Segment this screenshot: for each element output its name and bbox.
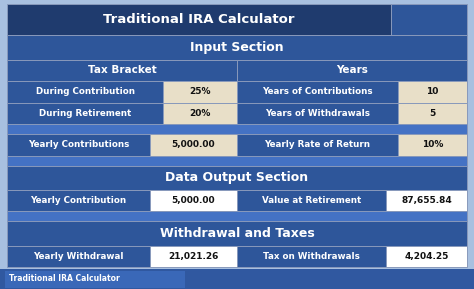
- FancyBboxPatch shape: [5, 271, 185, 288]
- FancyBboxPatch shape: [7, 35, 467, 60]
- Text: 20%: 20%: [190, 109, 211, 118]
- FancyBboxPatch shape: [7, 134, 150, 155]
- FancyBboxPatch shape: [237, 190, 386, 212]
- Text: Data Output Section: Data Output Section: [165, 171, 309, 184]
- FancyBboxPatch shape: [386, 246, 467, 267]
- Text: 5: 5: [429, 109, 436, 118]
- Text: During Retirement: During Retirement: [39, 109, 131, 118]
- Text: Years of Withdrawals: Years of Withdrawals: [265, 109, 370, 118]
- FancyBboxPatch shape: [150, 246, 237, 267]
- Text: 10%: 10%: [422, 140, 443, 149]
- FancyBboxPatch shape: [164, 103, 237, 124]
- FancyBboxPatch shape: [391, 4, 467, 35]
- FancyBboxPatch shape: [386, 190, 467, 212]
- Text: 5,000.00: 5,000.00: [172, 140, 215, 149]
- Text: 21,021.26: 21,021.26: [168, 252, 219, 261]
- Text: Tax Bracket: Tax Bracket: [88, 65, 156, 75]
- FancyBboxPatch shape: [398, 103, 467, 124]
- Text: Yearly Withdrawal: Yearly Withdrawal: [33, 252, 124, 261]
- Text: Years: Years: [336, 65, 368, 75]
- Text: Withdrawal and Taxes: Withdrawal and Taxes: [160, 227, 314, 240]
- Text: 4,204.25: 4,204.25: [404, 252, 449, 261]
- FancyBboxPatch shape: [7, 166, 467, 190]
- FancyBboxPatch shape: [7, 4, 391, 35]
- FancyBboxPatch shape: [150, 190, 237, 212]
- FancyBboxPatch shape: [7, 103, 164, 124]
- FancyBboxPatch shape: [7, 212, 467, 221]
- FancyBboxPatch shape: [7, 81, 164, 103]
- Text: Yearly Contributions: Yearly Contributions: [27, 140, 129, 149]
- Text: 10: 10: [426, 87, 438, 97]
- Text: Traditional IRA Calculator: Traditional IRA Calculator: [9, 274, 120, 284]
- FancyBboxPatch shape: [7, 124, 467, 134]
- Text: Yearly Contribution: Yearly Contribution: [30, 196, 127, 205]
- Text: Tax on Withdrawals: Tax on Withdrawals: [263, 252, 360, 261]
- FancyBboxPatch shape: [398, 134, 467, 155]
- Text: 25%: 25%: [190, 87, 211, 97]
- FancyBboxPatch shape: [398, 81, 467, 103]
- FancyBboxPatch shape: [7, 190, 150, 212]
- FancyBboxPatch shape: [7, 221, 467, 246]
- Text: Yearly Rate of Return: Yearly Rate of Return: [264, 140, 371, 149]
- FancyBboxPatch shape: [237, 103, 398, 124]
- Text: Value at Retirement: Value at Retirement: [262, 196, 361, 205]
- FancyBboxPatch shape: [0, 269, 474, 289]
- FancyBboxPatch shape: [7, 60, 237, 81]
- Text: Input Section: Input Section: [190, 41, 284, 54]
- Text: During Contribution: During Contribution: [36, 87, 135, 97]
- FancyBboxPatch shape: [164, 81, 237, 103]
- FancyBboxPatch shape: [237, 134, 398, 155]
- FancyBboxPatch shape: [237, 81, 398, 103]
- Text: 5,000.00: 5,000.00: [172, 196, 215, 205]
- FancyBboxPatch shape: [150, 134, 237, 155]
- Text: Years of Contributions: Years of Contributions: [262, 87, 373, 97]
- FancyBboxPatch shape: [7, 155, 467, 166]
- FancyBboxPatch shape: [237, 246, 386, 267]
- Text: Traditional IRA Calculator: Traditional IRA Calculator: [103, 13, 295, 26]
- FancyBboxPatch shape: [237, 60, 467, 81]
- Text: 87,655.84: 87,655.84: [401, 196, 452, 205]
- FancyBboxPatch shape: [7, 246, 150, 267]
